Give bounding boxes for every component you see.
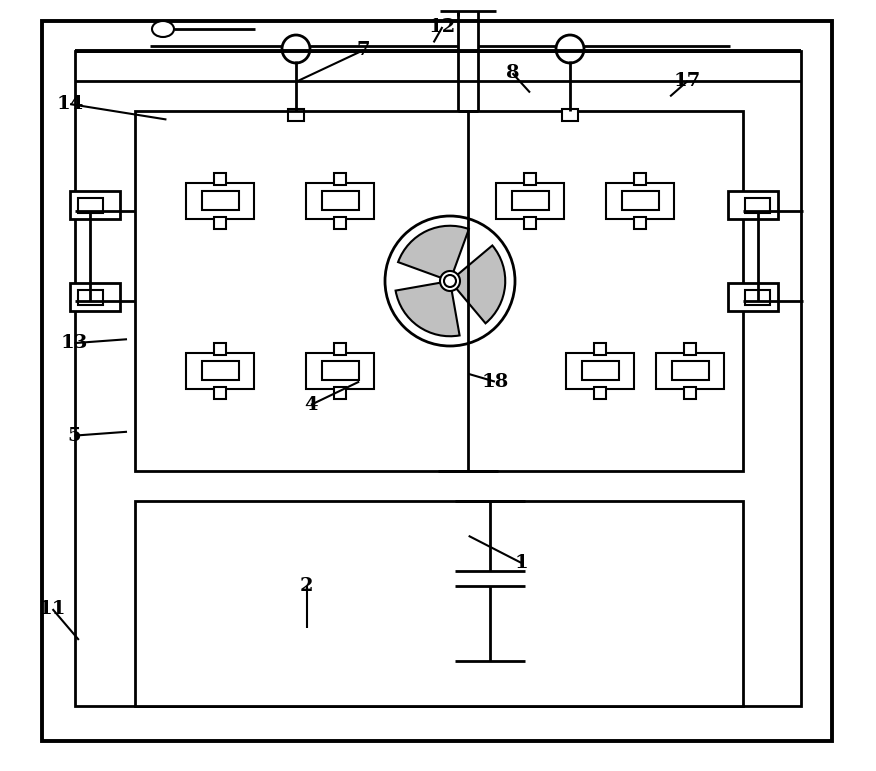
Bar	[634, 173, 646, 185]
Circle shape	[556, 35, 584, 63]
Bar	[75, 51, 801, 706]
Text: 13: 13	[60, 334, 88, 352]
Text: 8: 8	[505, 64, 519, 82]
Bar	[566, 353, 634, 389]
Text: 17: 17	[674, 72, 702, 90]
Text: 4: 4	[304, 396, 318, 414]
Bar	[728, 283, 778, 311]
Bar	[334, 387, 346, 399]
Circle shape	[440, 271, 460, 291]
Bar	[728, 191, 778, 219]
Bar	[656, 353, 724, 389]
Text: 7: 7	[357, 41, 371, 59]
Bar	[70, 191, 120, 219]
Text: 12: 12	[428, 18, 456, 36]
Text: 1: 1	[514, 554, 528, 572]
Wedge shape	[450, 245, 505, 323]
Bar	[524, 217, 536, 229]
Bar	[70, 283, 120, 311]
Bar	[562, 109, 578, 121]
Bar	[594, 387, 606, 399]
Bar	[135, 501, 743, 706]
Wedge shape	[398, 226, 469, 281]
Circle shape	[385, 216, 515, 346]
Bar	[684, 343, 696, 355]
Bar	[214, 217, 226, 229]
Wedge shape	[396, 281, 460, 336]
Bar	[135, 111, 743, 471]
Circle shape	[282, 35, 310, 63]
Text: 18: 18	[481, 372, 509, 391]
Bar	[202, 361, 239, 380]
Bar	[672, 361, 709, 380]
Bar	[622, 191, 659, 210]
Bar	[745, 290, 770, 305]
Bar	[496, 183, 564, 219]
Bar	[306, 183, 374, 219]
Bar	[322, 191, 359, 210]
Bar	[214, 173, 226, 185]
Bar	[606, 183, 674, 219]
Bar	[78, 198, 103, 213]
Bar	[594, 343, 606, 355]
Bar	[186, 183, 254, 219]
Bar	[288, 109, 304, 121]
Bar	[334, 343, 346, 355]
Circle shape	[444, 275, 456, 287]
Bar	[334, 173, 346, 185]
Text: 14: 14	[56, 95, 84, 113]
Text: 5: 5	[67, 426, 81, 445]
Bar	[306, 353, 374, 389]
Bar	[186, 353, 254, 389]
Bar	[634, 217, 646, 229]
Bar	[78, 290, 103, 305]
Bar	[524, 173, 536, 185]
Bar	[214, 387, 226, 399]
Bar	[202, 191, 239, 210]
Bar	[334, 217, 346, 229]
Text: 11: 11	[39, 600, 67, 618]
Circle shape	[446, 277, 454, 285]
Bar	[512, 191, 549, 210]
Bar	[684, 387, 696, 399]
Ellipse shape	[152, 21, 174, 37]
Bar	[322, 361, 359, 380]
Bar	[214, 343, 226, 355]
Text: 2: 2	[300, 577, 314, 595]
Bar	[582, 361, 619, 380]
Bar	[745, 198, 770, 213]
